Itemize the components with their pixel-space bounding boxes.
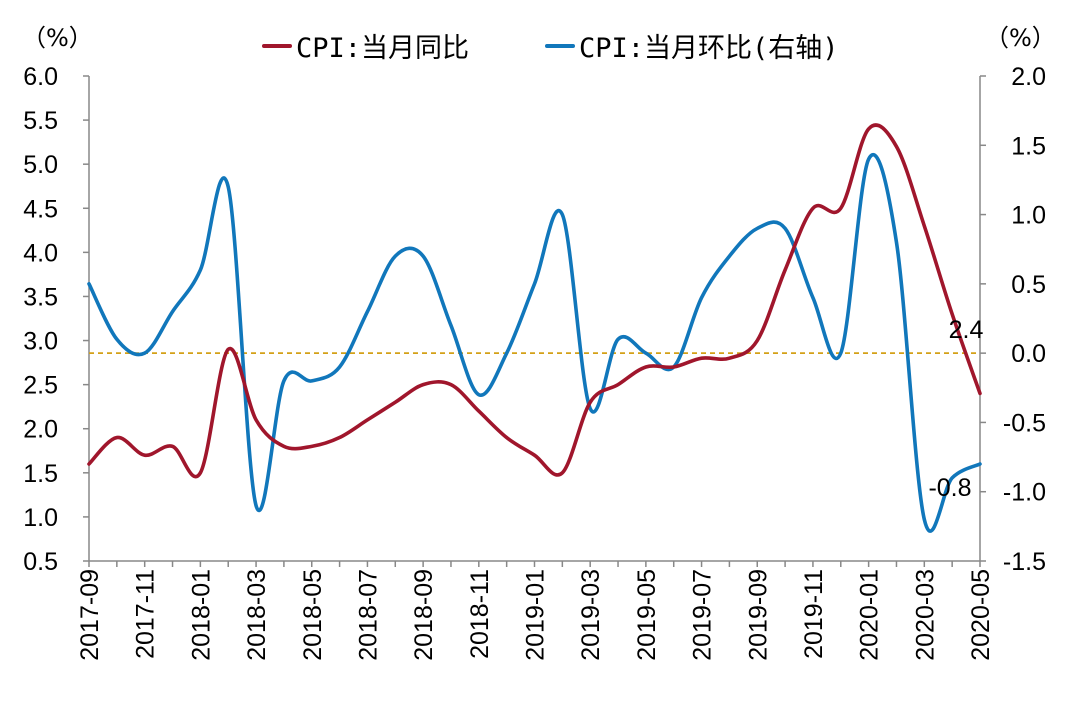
x-tick-label: 2019-09 [744,569,772,661]
left-axis-unit: （%） [22,24,93,52]
legend-item-yoy: CPI:当月同比 [262,26,469,65]
x-tick-label: 2020-01 [856,569,884,661]
yoy-last-value-label: 2.4 [949,316,984,344]
right-y-tick-label: 0.5 [1011,271,1046,299]
left-y-tick-label: 0.5 [23,548,58,576]
left-y-tick-label: 6.0 [23,63,58,91]
x-tick-label: 2019-11 [800,569,828,659]
left-y-tick-label: 3.5 [23,283,58,311]
x-tick-label: 2019-01 [522,569,550,661]
left-y-tick-label: 2.0 [23,416,58,444]
x-tick-label: 2017-11 [132,569,160,659]
x-tick-label: 2018-05 [299,569,327,661]
left-y-tick-label: 1.5 [23,460,58,488]
left-y-tick-label: 5.0 [23,151,58,179]
right-y-tick-label: 1.0 [1011,202,1046,230]
left-y-tick-label: 4.0 [23,239,58,267]
x-tick-label: 2019-07 [689,569,717,661]
x-tick-label: 2018-03 [243,569,271,661]
left-y-tick-label: 5.5 [23,107,58,135]
legend-swatch-mom [545,43,575,48]
mom-last-value-label: -0.8 [928,474,971,502]
left-y-tick-label: 1.0 [23,504,58,532]
x-tick-label: 2018-09 [410,569,438,661]
x-tick-label: 2018-01 [187,569,215,661]
legend-swatch-yoy [262,43,292,48]
x-tick-label: 2019-03 [577,569,605,661]
right-y-tick-label: -1.5 [1003,548,1046,576]
left-y-tick-label: 4.5 [23,195,58,223]
x-tick-label: 2020-05 [967,569,995,661]
legend-label-mom: CPI:当月环比(右轴) [579,33,839,64]
cpi-yoy-line [87,123,982,479]
x-tick-label: 2020-03 [911,569,939,661]
right-y-tick-label: 1.5 [1011,132,1046,160]
x-tick-label: 2019-05 [633,569,661,661]
right-y-tick-label: 0.0 [1011,340,1046,368]
left-y-tick-label: 3.0 [23,328,58,356]
x-tick-label: 2018-11 [466,569,494,659]
right-y-tick-label: -1.0 [1003,479,1046,507]
cpi-mom-line [87,152,982,533]
right-axis-unit: （%） [985,24,1056,52]
right-y-tick-label: 2.0 [1011,63,1046,91]
left-y-tick-label: 2.5 [23,372,58,400]
x-tick-label: 2018-07 [354,569,382,661]
right-y-tick-label: -0.5 [1003,409,1046,437]
x-tick-label: 2017-09 [76,569,104,661]
legend-label-yoy: CPI:当月同比 [296,33,470,64]
legend-item-mom: CPI:当月环比(右轴) [545,26,839,65]
